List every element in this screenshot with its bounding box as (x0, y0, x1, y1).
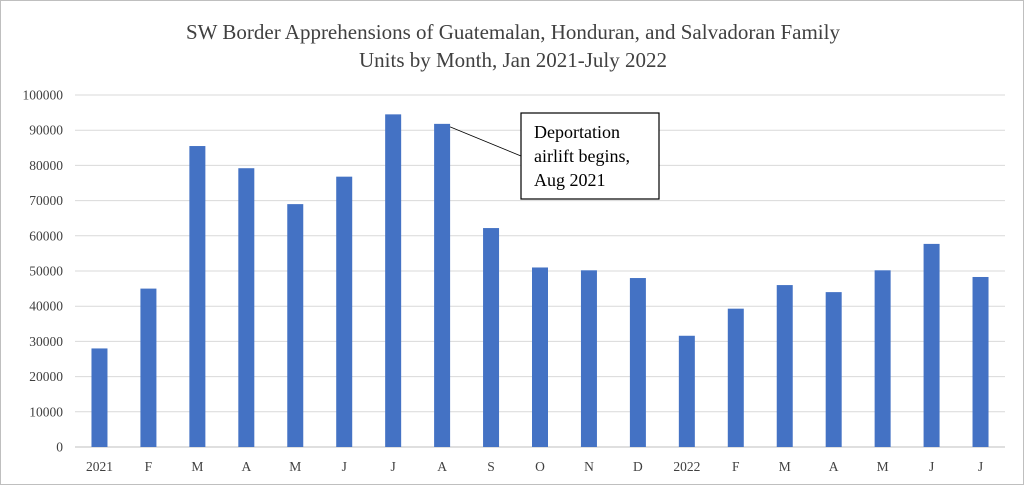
y-tick-label: 80000 (29, 158, 63, 173)
y-tick-label: 50000 (29, 264, 63, 279)
x-tick-label: F (145, 459, 153, 474)
x-tick-label: M (289, 459, 301, 474)
annotation-text-line-3: Aug 2021 (534, 170, 606, 190)
x-tick-label: M (191, 459, 203, 474)
x-tick-label: D (633, 459, 643, 474)
x-axis-tick-labels: 2021 F M A M J J A S O N D 2022 F M A M J J (86, 459, 983, 474)
bar (238, 168, 255, 447)
y-tick-label: 70000 (29, 193, 63, 208)
bar (874, 270, 891, 447)
bar (678, 335, 695, 447)
x-tick-label: M (877, 459, 889, 474)
y-tick-label: 30000 (29, 334, 63, 349)
bar (532, 267, 548, 447)
bar (434, 123, 451, 447)
chart-title-line-2: Units by Month, Jan 2021-July 2022 (359, 48, 667, 72)
x-tick-label: A (829, 459, 839, 474)
chart-title-line-1: SW Border Apprehensions of Guatemalan, H… (186, 20, 840, 44)
x-tick-label: S (487, 459, 495, 474)
y-axis-tick-labels: 0 10000 20000 30000 40000 50000 60000 70000 8000… (23, 88, 64, 455)
x-tick-label: 2022 (673, 459, 700, 474)
annotation-box (520, 112, 660, 200)
x-tick-label: F (732, 459, 740, 474)
x-tick-label: 2021 (86, 459, 113, 474)
x-tick-label: J (391, 459, 396, 474)
x-tick-label: J (929, 459, 934, 474)
bar (483, 228, 500, 447)
annotation-leader-line (449, 126, 522, 157)
annotation-text-line-1: Deportation (534, 122, 620, 142)
x-tick-label: N (584, 459, 594, 474)
y-tick-label: 60000 (29, 228, 63, 243)
x-tick-label: A (241, 459, 251, 474)
bar (189, 146, 206, 448)
bar (385, 114, 402, 448)
bar (825, 292, 842, 447)
y-tick-label: 90000 (29, 123, 63, 138)
bar (140, 288, 157, 447)
bar (972, 276, 989, 447)
y-tick-label: 10000 (29, 404, 63, 419)
bar (287, 204, 304, 447)
bar (923, 243, 940, 447)
bar (629, 278, 646, 447)
bar (776, 285, 793, 447)
bar (580, 270, 597, 447)
bar (727, 308, 744, 447)
x-tick-label: J (342, 459, 347, 474)
annotation: Deportation airlift begins, Aug 2021 (449, 112, 660, 200)
x-tick-label: O (535, 459, 545, 474)
bars (91, 114, 989, 448)
y-tick-label: 100000 (23, 88, 64, 103)
y-tick-label: 40000 (29, 299, 63, 314)
annotation-text-line-2: airlift begins, (534, 146, 630, 166)
bar (91, 348, 108, 447)
y-tick-label: 20000 (29, 369, 63, 384)
chart-title: SW Border Apprehensions of Guatemalan, H… (186, 20, 840, 72)
x-tick-label: J (978, 459, 983, 474)
bar (336, 176, 353, 447)
y-tick-label: 0 (56, 440, 63, 455)
x-tick-label: A (437, 459, 447, 474)
x-tick-label: M (779, 459, 791, 474)
